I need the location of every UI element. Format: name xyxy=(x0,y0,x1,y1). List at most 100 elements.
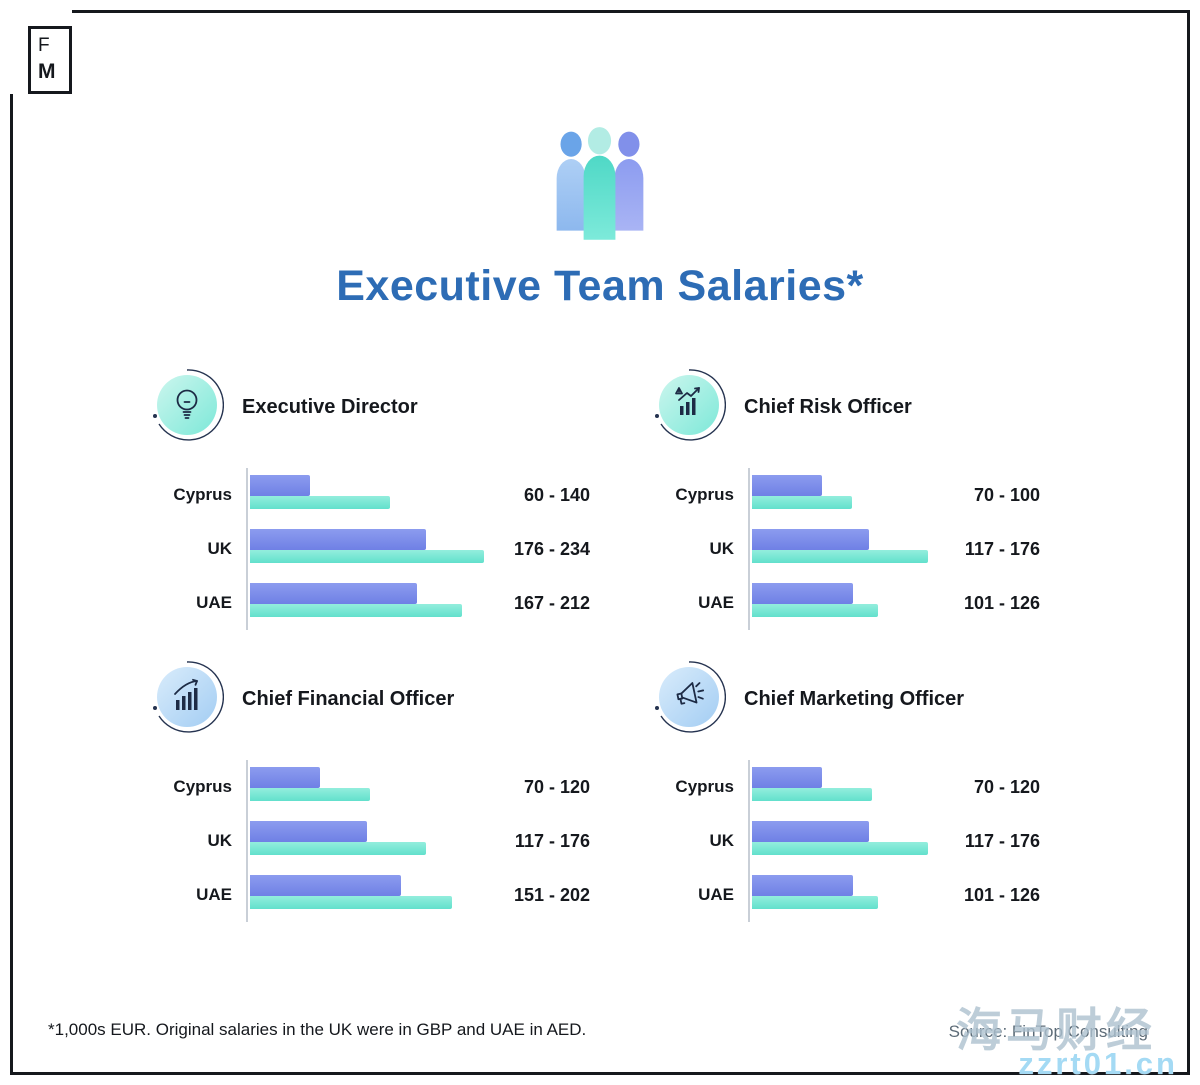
min-salary-bar xyxy=(250,767,320,788)
range-label: 117 - 176 xyxy=(964,539,1040,559)
footnote: *1,000s EUR. Original salaries in the UK… xyxy=(48,1020,587,1039)
min-salary-bar xyxy=(250,583,417,604)
max-salary-bar xyxy=(752,842,928,855)
range-label: 117 - 176 xyxy=(514,831,590,851)
chart-executive-director: Executive Director Cyprus 60 - 140 UK 176 -… xyxy=(150,368,630,630)
bar-group xyxy=(748,522,1132,576)
category-label: Cyprus xyxy=(173,485,232,504)
page-title: Executive Team Salaries* xyxy=(336,262,864,310)
max-salary-bar xyxy=(250,842,426,855)
fm-logo: F M xyxy=(28,26,72,94)
chart-row: Cyprus 70 - 100 xyxy=(652,468,1132,522)
min-salary-bar xyxy=(752,583,853,604)
chart-title: Chief Financial Officer xyxy=(242,687,455,710)
frame-border-bottom xyxy=(10,1072,1190,1075)
min-salary-bar xyxy=(250,875,401,896)
max-salary-bar xyxy=(752,896,878,909)
category-label: UK xyxy=(207,539,232,558)
source-credit: Source: FinTop Consulting xyxy=(948,1022,1148,1041)
frame-border-right xyxy=(1187,10,1190,1075)
range-label: 101 - 126 xyxy=(963,885,1040,905)
min-salary-bar xyxy=(752,821,869,842)
chart-row: UK 176 - 234 xyxy=(150,522,630,576)
logo-letter-f: F xyxy=(38,35,50,56)
chart-row: Cyprus 70 - 120 xyxy=(652,760,1132,814)
bar-group xyxy=(748,576,1132,630)
range-label: 70 - 120 xyxy=(523,777,590,797)
chart-title: Chief Risk Officer xyxy=(744,395,912,418)
category-label: UAE xyxy=(196,885,232,904)
range-label: 117 - 176 xyxy=(964,831,1040,851)
chart-rows: Cyprus 70 - 120 UK 117 - 176 UAE 101 - 126 xyxy=(652,760,1132,922)
category-label: Cyprus xyxy=(675,777,734,796)
team-icon xyxy=(0,126,1200,247)
bar-group xyxy=(246,760,630,814)
range-label: 70 - 100 xyxy=(973,485,1040,505)
max-salary-bar xyxy=(250,788,370,801)
range-label: 60 - 140 xyxy=(523,485,590,505)
min-salary-bar xyxy=(752,767,822,788)
max-salary-bar xyxy=(250,496,390,509)
max-salary-bar xyxy=(752,550,928,563)
category-label: UAE xyxy=(698,885,734,904)
megaphone-icon xyxy=(652,660,727,739)
watermark-url: zzrt01.cn xyxy=(1018,1046,1178,1081)
bar-group xyxy=(748,868,1132,922)
chart-chief-risk-officer: Chief Risk Officer Cyprus 70 - 100 UK 117 -… xyxy=(652,368,1132,630)
chart-title: Chief Marketing Officer xyxy=(744,687,965,710)
frame-border-left xyxy=(10,94,13,1075)
category-label: UK xyxy=(207,831,232,850)
chart-row: UAE 151 - 202 xyxy=(150,868,630,922)
max-salary-bar xyxy=(250,896,452,909)
bar-group xyxy=(748,814,1132,868)
chart-title: Executive Director xyxy=(242,395,418,418)
logo-letter-m: M xyxy=(38,59,56,83)
bar-group xyxy=(246,522,630,576)
min-salary-bar xyxy=(752,875,853,896)
chart-row: UK 117 - 176 xyxy=(150,814,630,868)
chart-row: UK 117 - 176 xyxy=(652,522,1132,576)
chart-row: UK 117 - 176 xyxy=(652,814,1132,868)
range-label: 176 - 234 xyxy=(513,539,590,559)
lightbulb-icon xyxy=(150,368,225,447)
bar-group xyxy=(246,814,630,868)
min-salary-bar xyxy=(250,821,367,842)
min-salary-bar xyxy=(752,475,822,496)
category-label: UK xyxy=(709,831,734,850)
chart-row: Cyprus 70 - 120 xyxy=(150,760,630,814)
chart-header: Chief Risk Officer xyxy=(652,368,1132,446)
watermark-text: 海马财经 xyxy=(956,1004,1156,1056)
max-salary-bar xyxy=(250,604,462,617)
chart-row: UAE 101 - 126 xyxy=(652,576,1132,630)
chart-header: Chief Financial Officer xyxy=(150,660,630,738)
range-label: 70 - 120 xyxy=(973,777,1040,797)
chart-chief-marketing-officer: Chief Marketing Officer Cyprus 70 - 120 UK… xyxy=(652,660,1132,922)
chart-rows: Cyprus 70 - 100 UK 117 - 176 UAE 101 - 126 xyxy=(652,468,1132,630)
bar-chart-growth-icon xyxy=(150,660,225,739)
max-salary-bar xyxy=(752,604,878,617)
max-salary-bar xyxy=(752,496,852,509)
range-label: 167 - 212 xyxy=(513,593,590,613)
chart-row: Cyprus 60 - 140 xyxy=(150,468,630,522)
min-salary-bar xyxy=(752,529,869,550)
category-label: Cyprus xyxy=(675,485,734,504)
chart-row: UAE 167 - 212 xyxy=(150,576,630,630)
chart-header: Chief Marketing Officer xyxy=(652,660,1132,738)
category-label: UK xyxy=(709,539,734,558)
category-label: UAE xyxy=(196,593,232,612)
range-label: 101 - 126 xyxy=(963,593,1040,613)
min-salary-bar xyxy=(250,529,426,550)
max-salary-bar xyxy=(752,788,872,801)
bar-group xyxy=(748,468,1132,522)
bar-group xyxy=(246,468,630,522)
min-salary-bar xyxy=(250,475,310,496)
chart-row: UAE 101 - 126 xyxy=(652,868,1132,922)
chart-rows: Cyprus 60 - 140 UK 176 - 234 UAE 167 - 212 xyxy=(150,468,630,630)
category-label: UAE xyxy=(698,593,734,612)
chart-header: Executive Director xyxy=(150,368,630,446)
category-label: Cyprus xyxy=(173,777,232,796)
bar-group xyxy=(246,868,630,922)
chart-rows: Cyprus 70 - 120 UK 117 - 176 UAE 151 - 202 xyxy=(150,760,630,922)
chart-chief-financial-officer: Chief Financial Officer Cyprus 70 - 120 UK… xyxy=(150,660,630,922)
